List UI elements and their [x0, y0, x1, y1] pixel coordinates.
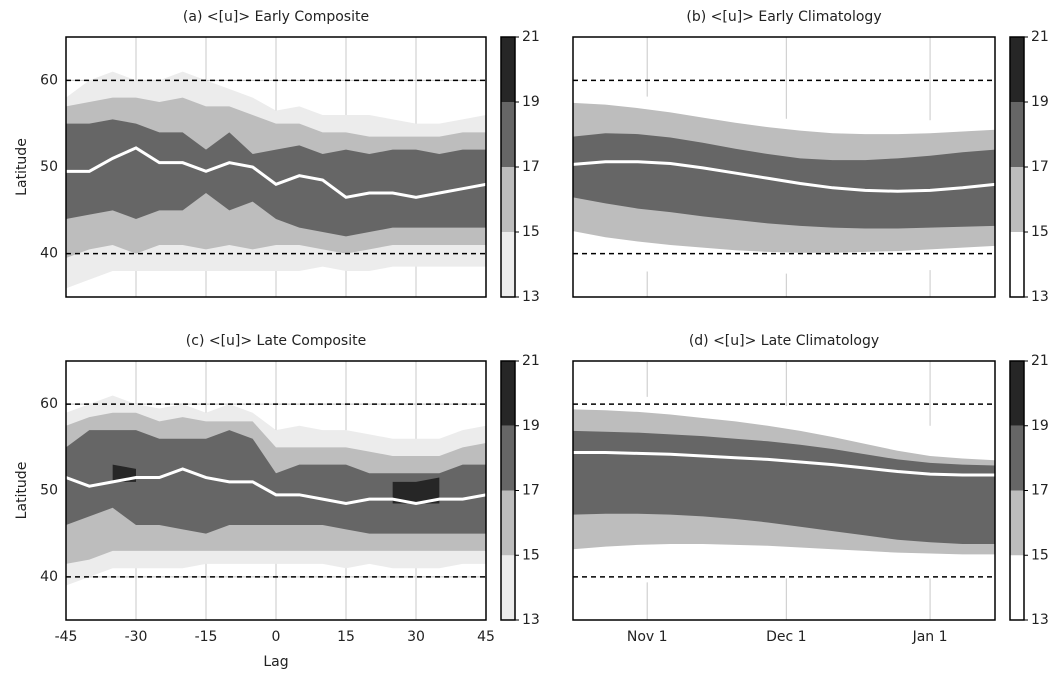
- colorbar-tick-label: 17: [1031, 483, 1049, 499]
- contour-band: [573, 430, 995, 545]
- x-tick-label: 30: [407, 629, 425, 645]
- x-tick-label: Nov 1: [627, 629, 668, 645]
- colorbar-tick-label: 21: [1031, 353, 1049, 369]
- y-tick-label: 50: [40, 159, 58, 175]
- colorbar-tick-label: 15: [1031, 224, 1049, 240]
- panel: Nov 1 Dec 1 Jan 1 (d) <[u]> Late Climatolog…: [572, 333, 1049, 645]
- jet-line: [66, 467, 486, 505]
- colorbar-tick-label: 21: [522, 353, 540, 369]
- plot-area: [66, 37, 486, 297]
- colorbar-tick-label: 19: [522, 94, 540, 110]
- colorbar-tick-label: 19: [522, 418, 540, 434]
- jet-line: [573, 451, 995, 477]
- colorbar-segment: [1010, 490, 1024, 556]
- panel-title: (a) <[u]> Early Composite: [183, 9, 369, 25]
- plot-frame: [65, 36, 487, 298]
- plot-area: [573, 37, 995, 297]
- colorbar-tick-label: 13: [1031, 612, 1049, 628]
- panel-title: (b) <[u]> Early Climatology: [686, 9, 881, 25]
- y-tick-label: 60: [40, 396, 58, 412]
- colorbar-tick-label: 19: [1031, 94, 1049, 110]
- panel: 40 50 60 -45 -30 -15 0 15 30 45 (c) <[u]> Late Com…: [14, 333, 540, 670]
- contour-band: [66, 119, 486, 237]
- colorbar-segment: [1010, 37, 1024, 102]
- colorbar-segment: [1010, 361, 1024, 426]
- x-tick-label: -45: [55, 629, 78, 645]
- plot-frame: [65, 360, 487, 621]
- x-tick-label: Jan 1: [912, 629, 948, 645]
- colorbar-segment: [501, 167, 515, 232]
- colorbar-segment: [1010, 232, 1024, 297]
- colorbar-tick-label: 15: [522, 547, 540, 563]
- contour-band: [66, 430, 486, 534]
- colorbar-segment: [501, 425, 515, 491]
- colorbar-tick-label: 15: [1031, 547, 1049, 563]
- panel: 40 50 60 (a) <[u]> Early Composite Latitude 1…: [14, 9, 540, 305]
- y-tick-label: 60: [40, 72, 58, 88]
- x-tick-label: 0: [272, 629, 281, 645]
- colorbar-segment: [501, 232, 515, 297]
- colorbar-tick-label: 13: [522, 612, 540, 628]
- colorbar-tick-label: 15: [522, 224, 540, 240]
- colorbar-tick-label: 21: [1031, 29, 1049, 45]
- colorbar-tick-label: 13: [1031, 289, 1049, 305]
- contour-band: [392, 477, 440, 504]
- jet-line: [573, 160, 995, 193]
- x-tick-label: 45: [477, 629, 495, 645]
- y-tick-label: 50: [40, 483, 58, 499]
- colorbar-segment: [501, 361, 515, 426]
- x-axis-label: Lag: [263, 654, 288, 670]
- colorbar-segment: [1010, 167, 1024, 232]
- plot-area: [573, 361, 995, 620]
- x-tick-label: 15: [337, 629, 355, 645]
- colorbar-tick-label: 17: [522, 159, 540, 175]
- plot-area: [66, 361, 486, 620]
- colorbar-tick-label: 13: [522, 289, 540, 305]
- colorbar-tick-label: 17: [522, 483, 540, 499]
- colorbar-segment: [501, 490, 515, 556]
- colorbar-segment: [1010, 425, 1024, 491]
- colorbar-segment: [501, 555, 515, 620]
- colorbar-tick-label: 21: [522, 29, 540, 45]
- jet-line: [66, 146, 486, 199]
- plot-frame: [572, 360, 996, 621]
- y-tick-label: 40: [40, 569, 58, 585]
- colorbar-segment: [501, 102, 515, 167]
- plot-frame: [572, 36, 996, 298]
- colorbar-segment: [1010, 555, 1024, 620]
- panel-title: (c) <[u]> Late Composite: [186, 333, 366, 349]
- y-axis-label: Latitude: [14, 138, 30, 196]
- panel-title: (d) <[u]> Late Climatology: [689, 333, 879, 349]
- colorbar-tick-label: 19: [1031, 418, 1049, 434]
- x-tick-label: Dec 1: [766, 629, 806, 645]
- x-tick-label: -15: [195, 629, 218, 645]
- colorbar-segment: [1010, 102, 1024, 167]
- x-tick-label: -30: [125, 629, 148, 645]
- y-axis-label: Latitude: [14, 462, 30, 520]
- colorbar-tick-label: 17: [1031, 159, 1049, 175]
- y-tick-label: 40: [40, 246, 58, 262]
- colorbar-segment: [501, 37, 515, 102]
- panel: (b) <[u]> Early Climatology 13 15 17 19 21: [572, 9, 1049, 305]
